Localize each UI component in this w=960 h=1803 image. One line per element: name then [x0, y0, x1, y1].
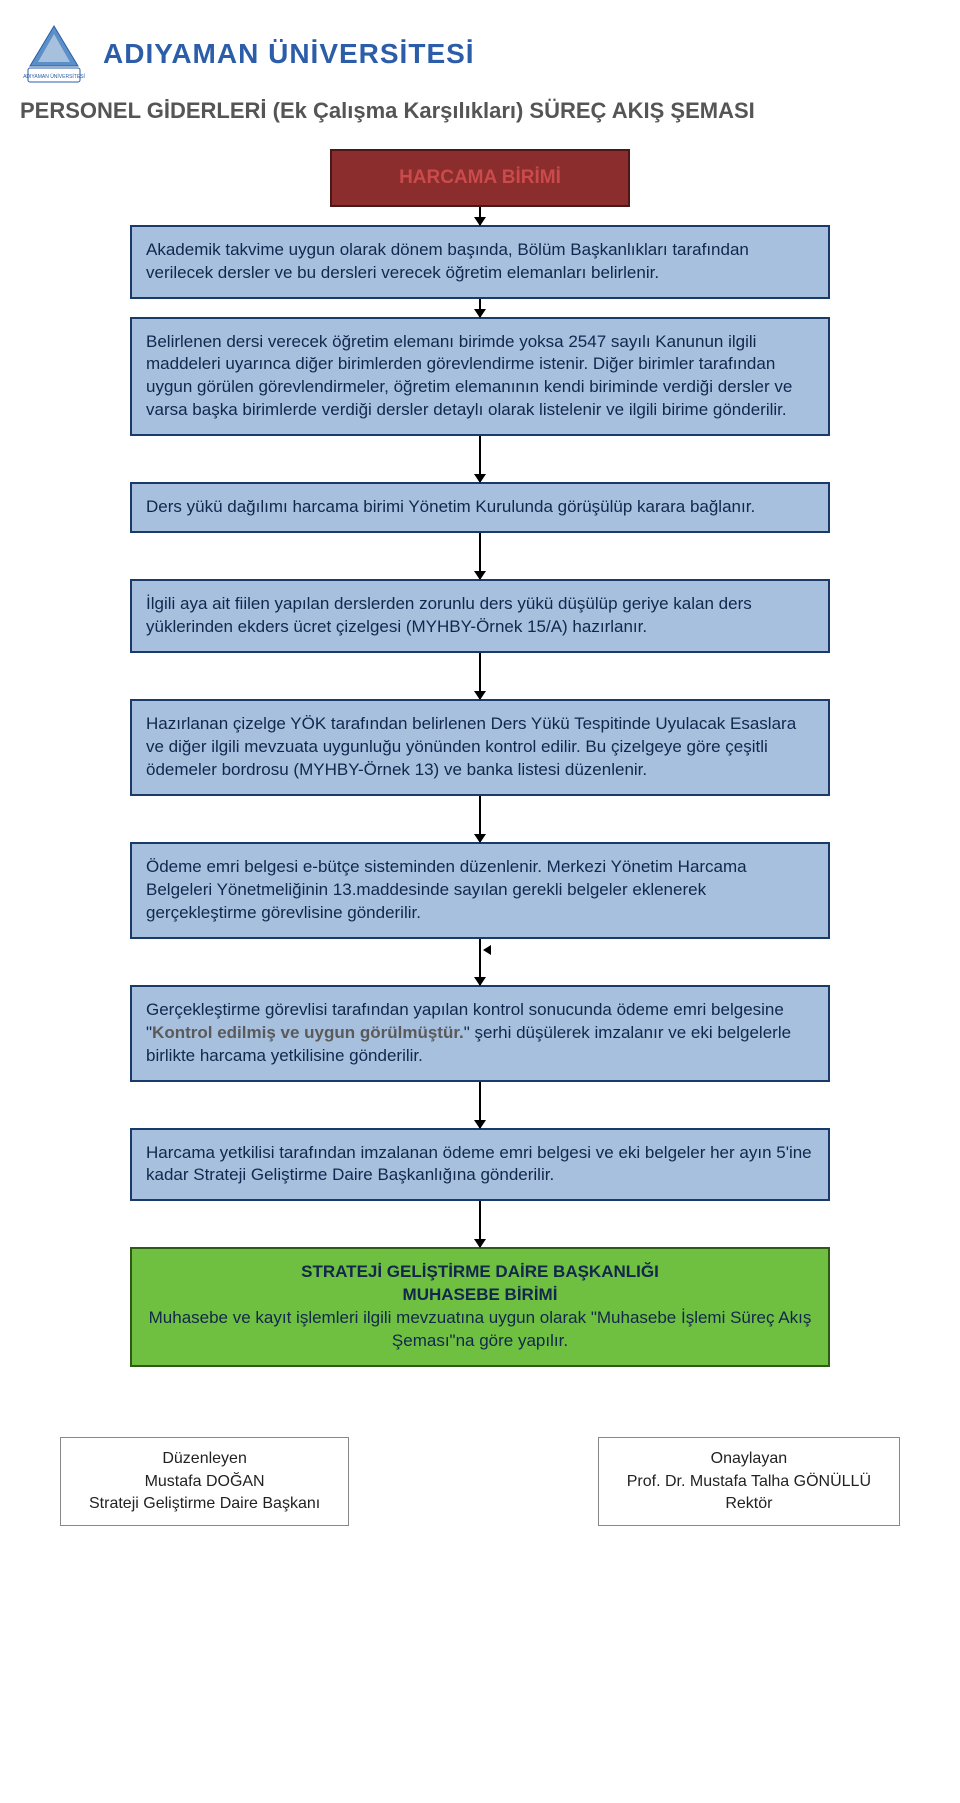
flow-connector — [479, 299, 481, 317]
university-logo: ADIYAMAN ÜNİVERSİTESİ — [20, 20, 88, 88]
flow-end-title-2: MUHASEBE BİRİMİ — [146, 1284, 814, 1307]
signature-right-role: Onaylayan — [627, 1448, 871, 1470]
flow-end: STRATEJİ GELİŞTİRME DAİRE BAŞKANLIĞI MUH… — [130, 1247, 830, 1367]
flow-start: HARCAMA BİRİMİ — [330, 149, 630, 207]
flow-step-7: Gerçekleştirme görevlisi tarafından yapı… — [130, 985, 830, 1082]
header: ADIYAMAN ÜNİVERSİTESİ ADIYAMAN ÜNİVERSİT… — [20, 20, 940, 88]
signature-left-role: Düzenleyen — [89, 1448, 320, 1470]
flow-step-1: Akademik takvime uygun olarak dönem başı… — [130, 225, 830, 299]
flow-step-8: Harcama yetkilisi tarafından imzalanan ö… — [130, 1128, 830, 1202]
flow-connector — [479, 939, 481, 985]
flow-step-5: Hazırlanan çizelge YÖK tarafından belirl… — [130, 699, 830, 796]
flow-step-2: Belirlenen dersi verecek öğretim elemanı… — [130, 317, 830, 437]
flow-connector — [479, 653, 481, 699]
university-name: ADIYAMAN ÜNİVERSİTESİ — [103, 38, 475, 70]
page-subtitle: PERSONEL GİDERLERİ (Ek Çalışma Karşılıkl… — [20, 98, 940, 124]
flow-end-body: Muhasebe ve kayıt işlemleri ilgili mevzu… — [146, 1307, 814, 1353]
flow-step-6: Ödeme emri belgesi e-bütçe sisteminden d… — [130, 842, 830, 939]
flow-connector — [479, 207, 481, 225]
flow-step-4: İlgili aya ait fiilen yapılan derslerden… — [130, 579, 830, 653]
flow-end-title-1: STRATEJİ GELİŞTİRME DAİRE BAŞKANLIĞI — [146, 1261, 814, 1284]
signature-right-title: Rektör — [627, 1493, 871, 1515]
flow-connector — [479, 1082, 481, 1128]
signature-left-title: Strateji Geliştirme Daire Başkanı — [89, 1493, 320, 1515]
signature-right-name: Prof. Dr. Mustafa Talha GÖNÜLLÜ — [627, 1471, 871, 1493]
signature-left-name: Mustafa DOĞAN — [89, 1471, 320, 1493]
flowchart: HARCAMA BİRİMİ Akademik takvime uygun ol… — [20, 149, 940, 1367]
flow-step-3: Ders yükü dağılımı harcama birimi Yöneti… — [130, 482, 830, 533]
svg-text:ADIYAMAN ÜNİVERSİTESİ: ADIYAMAN ÜNİVERSİTESİ — [23, 73, 85, 80]
flow-connector — [479, 796, 481, 842]
signatures-row: Düzenleyen Mustafa DOĞAN Strateji Gelişt… — [20, 1437, 940, 1526]
flow-connector — [479, 533, 481, 579]
signature-right: Onaylayan Prof. Dr. Mustafa Talha GÖNÜLL… — [598, 1437, 900, 1526]
flow-step-7-bold: Kontrol edilmiş ve uygun görülmüştür. — [152, 1023, 464, 1042]
signature-left: Düzenleyen Mustafa DOĞAN Strateji Gelişt… — [60, 1437, 349, 1526]
flow-connector — [479, 1201, 481, 1247]
flow-connector — [479, 436, 481, 482]
